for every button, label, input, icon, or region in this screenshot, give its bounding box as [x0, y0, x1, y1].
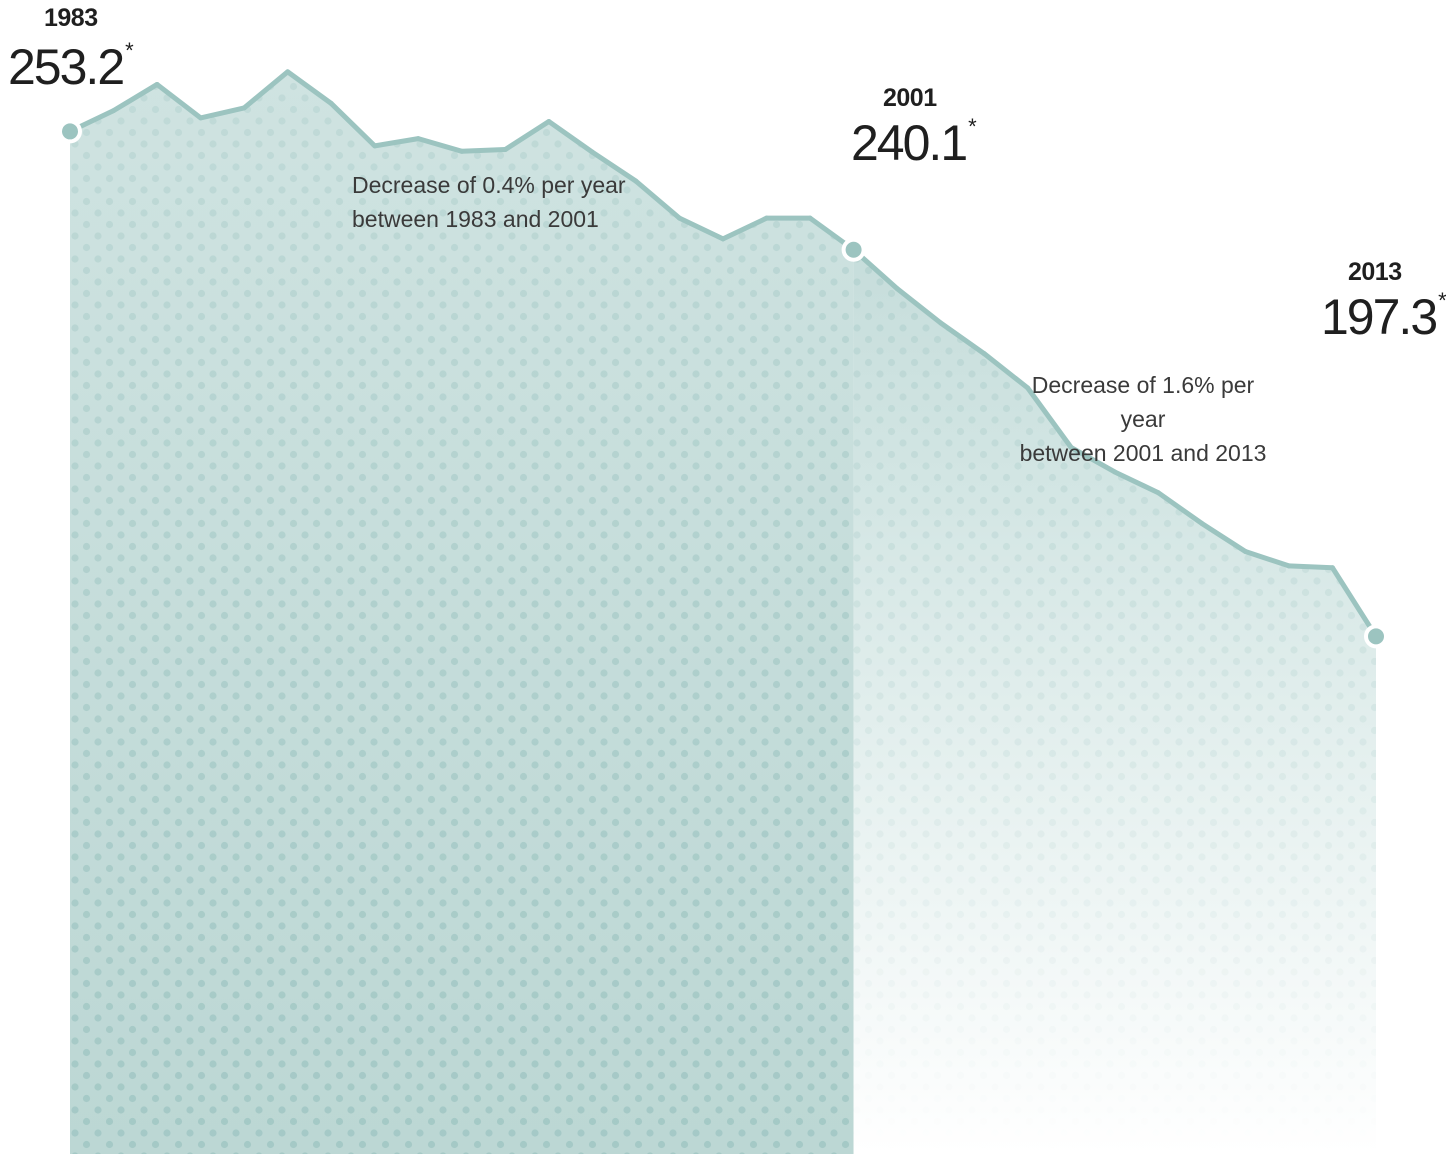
label-year-2001: 2001 — [883, 84, 937, 112]
label-year-2013: 2013 — [1348, 258, 1402, 286]
label-value-2001: 240.1* — [851, 115, 977, 171]
area-dots-1983-2001 — [70, 71, 854, 1154]
line-segment-1989-1990 — [328, 100, 378, 149]
line-segment-1994-1995 — [546, 118, 595, 155]
label-value-2013: 197.3* — [1321, 289, 1446, 345]
line-segment-2003-2004 — [938, 320, 987, 357]
line-segment-1992-1993 — [459, 146, 508, 154]
annotation-line: between 2001 and 2013 — [1019, 440, 1267, 466]
line-segment-1990-1991 — [372, 136, 421, 149]
label-year-1983: 1983 — [44, 4, 98, 32]
line-segment-2010-2011 — [1242, 548, 1292, 569]
line-segment-1987-1988 — [241, 69, 291, 111]
line-segment-1996-1997 — [633, 178, 682, 221]
line-segment-1993-1994 — [502, 118, 552, 152]
annotation-2001-2013: Decrease of 1.6% per year between 2001 a… — [1008, 368, 1278, 470]
asterisk-mark: * — [125, 38, 134, 63]
data-point-2001 — [841, 237, 866, 262]
line-segment-1998-1999 — [720, 215, 770, 242]
line-segment-1986-1987 — [198, 105, 247, 121]
value-number: 240.1 — [851, 115, 968, 171]
area-dots-2001-2013 — [853, 249, 1376, 1154]
label-value-1983: 253.2* — [8, 39, 134, 95]
value-number: 253.2 — [8, 39, 125, 95]
line-segment-2011-2012 — [1286, 563, 1335, 571]
asterisk-mark: * — [1438, 288, 1446, 313]
line-segment-1984-1985 — [111, 81, 160, 114]
line-segment-2009-2010 — [1199, 520, 1248, 554]
line-segment-2012-2013 — [1329, 565, 1379, 639]
line-segment-2006-2007 — [1068, 445, 1118, 475]
data-point-2013 — [1364, 624, 1388, 649]
line-segment-1997-1998 — [676, 215, 726, 242]
annotation-line: between 1983 and 2001 — [352, 206, 599, 232]
line-segment-1991-1992 — [415, 136, 465, 154]
line-segment-2002-2003 — [894, 286, 944, 326]
asterisk-mark: * — [968, 114, 977, 139]
line-segment-1985-1986 — [154, 81, 204, 121]
annotation-1983-2001: Decrease of 0.4% per year between 1983 a… — [352, 168, 626, 236]
line-segment-2008-2009 — [1155, 490, 1205, 526]
annotation-line: Decrease of 1.6% per year — [1031, 372, 1255, 432]
data-point-1983 — [58, 119, 82, 144]
line-segment-2004-2005 — [981, 351, 1031, 391]
line-segment-2005-2006 — [1025, 385, 1074, 451]
value-number: 197.3 — [1321, 289, 1438, 345]
line-segment-2007-2008 — [1112, 469, 1161, 496]
line-segment-1988-1989 — [285, 69, 334, 106]
line-segment-1995-1996 — [589, 149, 639, 184]
annotation-line: Decrease of 0.4% per year — [352, 172, 626, 198]
